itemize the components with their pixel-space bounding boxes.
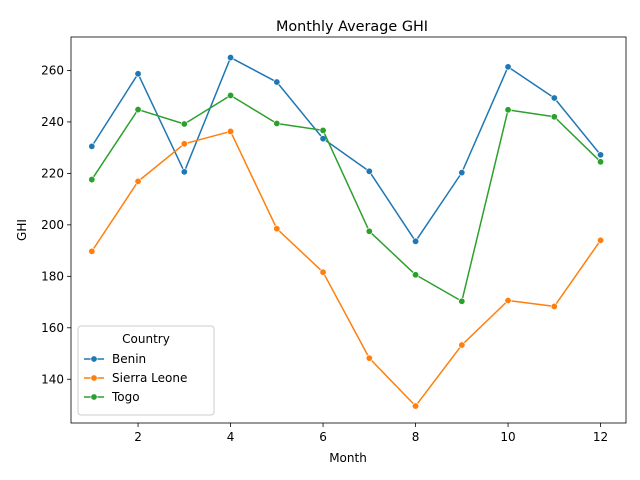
y-tick-label: 260 [41, 63, 64, 77]
x-tick-label: 6 [319, 430, 327, 444]
data-point-benin [273, 78, 281, 86]
data-point-benin [227, 54, 235, 62]
data-point-togo [273, 119, 281, 127]
plot-frame [70, 36, 627, 424]
data-point-togo [88, 176, 96, 184]
legend-label-benin: Benin [112, 352, 146, 366]
data-point-sierra-leone [412, 402, 420, 410]
series-line-benin [91, 56, 602, 243]
series-sierra-leone [88, 127, 605, 410]
legend-label-togo: Togo [111, 390, 140, 404]
chart-title: Monthly Average GHI [276, 19, 428, 35]
data-point-togo [319, 126, 327, 134]
data-point-sierra-leone [273, 225, 281, 233]
data-point-sierra-leone [319, 268, 327, 276]
data-point-sierra-leone [458, 341, 466, 349]
legend-box [77, 325, 215, 416]
y-tick-label: 140 [41, 372, 64, 386]
data-point-sierra-leone [504, 297, 512, 305]
series-line-togo [91, 94, 602, 303]
data-point-sierra-leone [365, 354, 373, 362]
x-axis: 2 4 6 8 10 12 [134, 423, 608, 444]
data-point-sierra-leone [227, 127, 235, 135]
x-tick-label: 8 [412, 430, 420, 444]
x-tick-label: 4 [227, 430, 235, 444]
data-point-togo [504, 106, 512, 114]
data-point-sierra-leone [180, 140, 188, 148]
data-point-togo [365, 227, 373, 235]
y-axis-label: GHI [15, 219, 29, 241]
data-point-benin [550, 94, 558, 102]
data-point-benin [597, 151, 605, 159]
y-tick-label: 220 [41, 166, 64, 180]
data-point-benin [365, 167, 373, 175]
y-axis: 140 160 180 200 220 240 260 [41, 63, 71, 386]
data-point-benin [412, 237, 420, 245]
data-point-benin [134, 70, 142, 78]
series-benin [88, 54, 605, 245]
data-point-togo [412, 271, 420, 279]
data-point-togo [458, 297, 466, 305]
data-point-togo [550, 113, 558, 121]
data-point-togo [180, 120, 188, 128]
data-point-sierra-leone [550, 302, 558, 310]
data-point-sierra-leone [134, 177, 142, 185]
data-point-benin [504, 63, 512, 71]
y-tick-label: 180 [41, 269, 64, 283]
x-tick-label: 10 [500, 430, 515, 444]
data-point-togo [597, 158, 605, 166]
x-tick-label: 12 [593, 430, 608, 444]
plot-area [88, 54, 605, 410]
y-tick-label: 240 [41, 115, 64, 129]
legend-marker-benin [90, 355, 98, 363]
legend-entry-benin: Benin [84, 352, 146, 366]
legend-marker-sierra-leone [90, 374, 98, 382]
legend-entry-togo: Togo [84, 390, 140, 404]
y-tick-label: 200 [41, 218, 64, 232]
legend-title: Country [122, 332, 170, 346]
legend-label-sierra-leone: Sierra Leone [112, 371, 187, 385]
series-togo [88, 91, 605, 305]
x-tick-label: 2 [134, 430, 142, 444]
legend-marker-togo [90, 393, 98, 401]
data-point-benin [458, 169, 466, 177]
data-point-sierra-leone [88, 247, 96, 255]
legend: Country Benin Sierra Leone Togo [77, 325, 215, 416]
series-line-sierra-leone [91, 130, 602, 407]
data-point-sierra-leone [597, 236, 605, 244]
x-axis-label: Month [329, 451, 367, 465]
data-point-benin [180, 168, 188, 176]
data-point-benin [88, 142, 96, 150]
data-point-togo [227, 91, 235, 99]
data-point-togo [134, 106, 142, 114]
y-tick-label: 160 [41, 321, 64, 335]
legend-entry-sierra-leone: Sierra Leone [84, 371, 187, 385]
